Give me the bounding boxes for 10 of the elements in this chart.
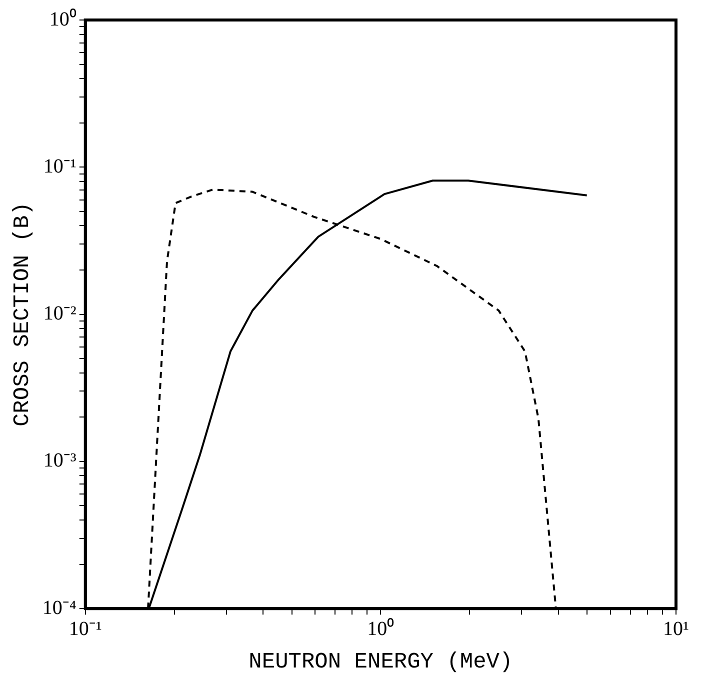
y-tick-label: 10⁻²	[43, 302, 76, 325]
x-tick-label: 10¹	[663, 618, 689, 640]
y-tick-label: 10⁰	[49, 7, 76, 30]
y-tick-label: 10⁻¹	[43, 155, 76, 178]
y-tick-label: 10⁻³	[43, 450, 76, 472]
x-tick-label: 10⁰	[367, 616, 394, 640]
y-tick-label: 10⁻⁴	[42, 596, 76, 619]
x-axis-title: NEUTRON ENERGY (MeV)	[248, 650, 513, 675]
y-axis-title: CROSS SECTION (B)	[10, 202, 36, 427]
x-tick-label: 10⁻¹	[68, 618, 102, 640]
